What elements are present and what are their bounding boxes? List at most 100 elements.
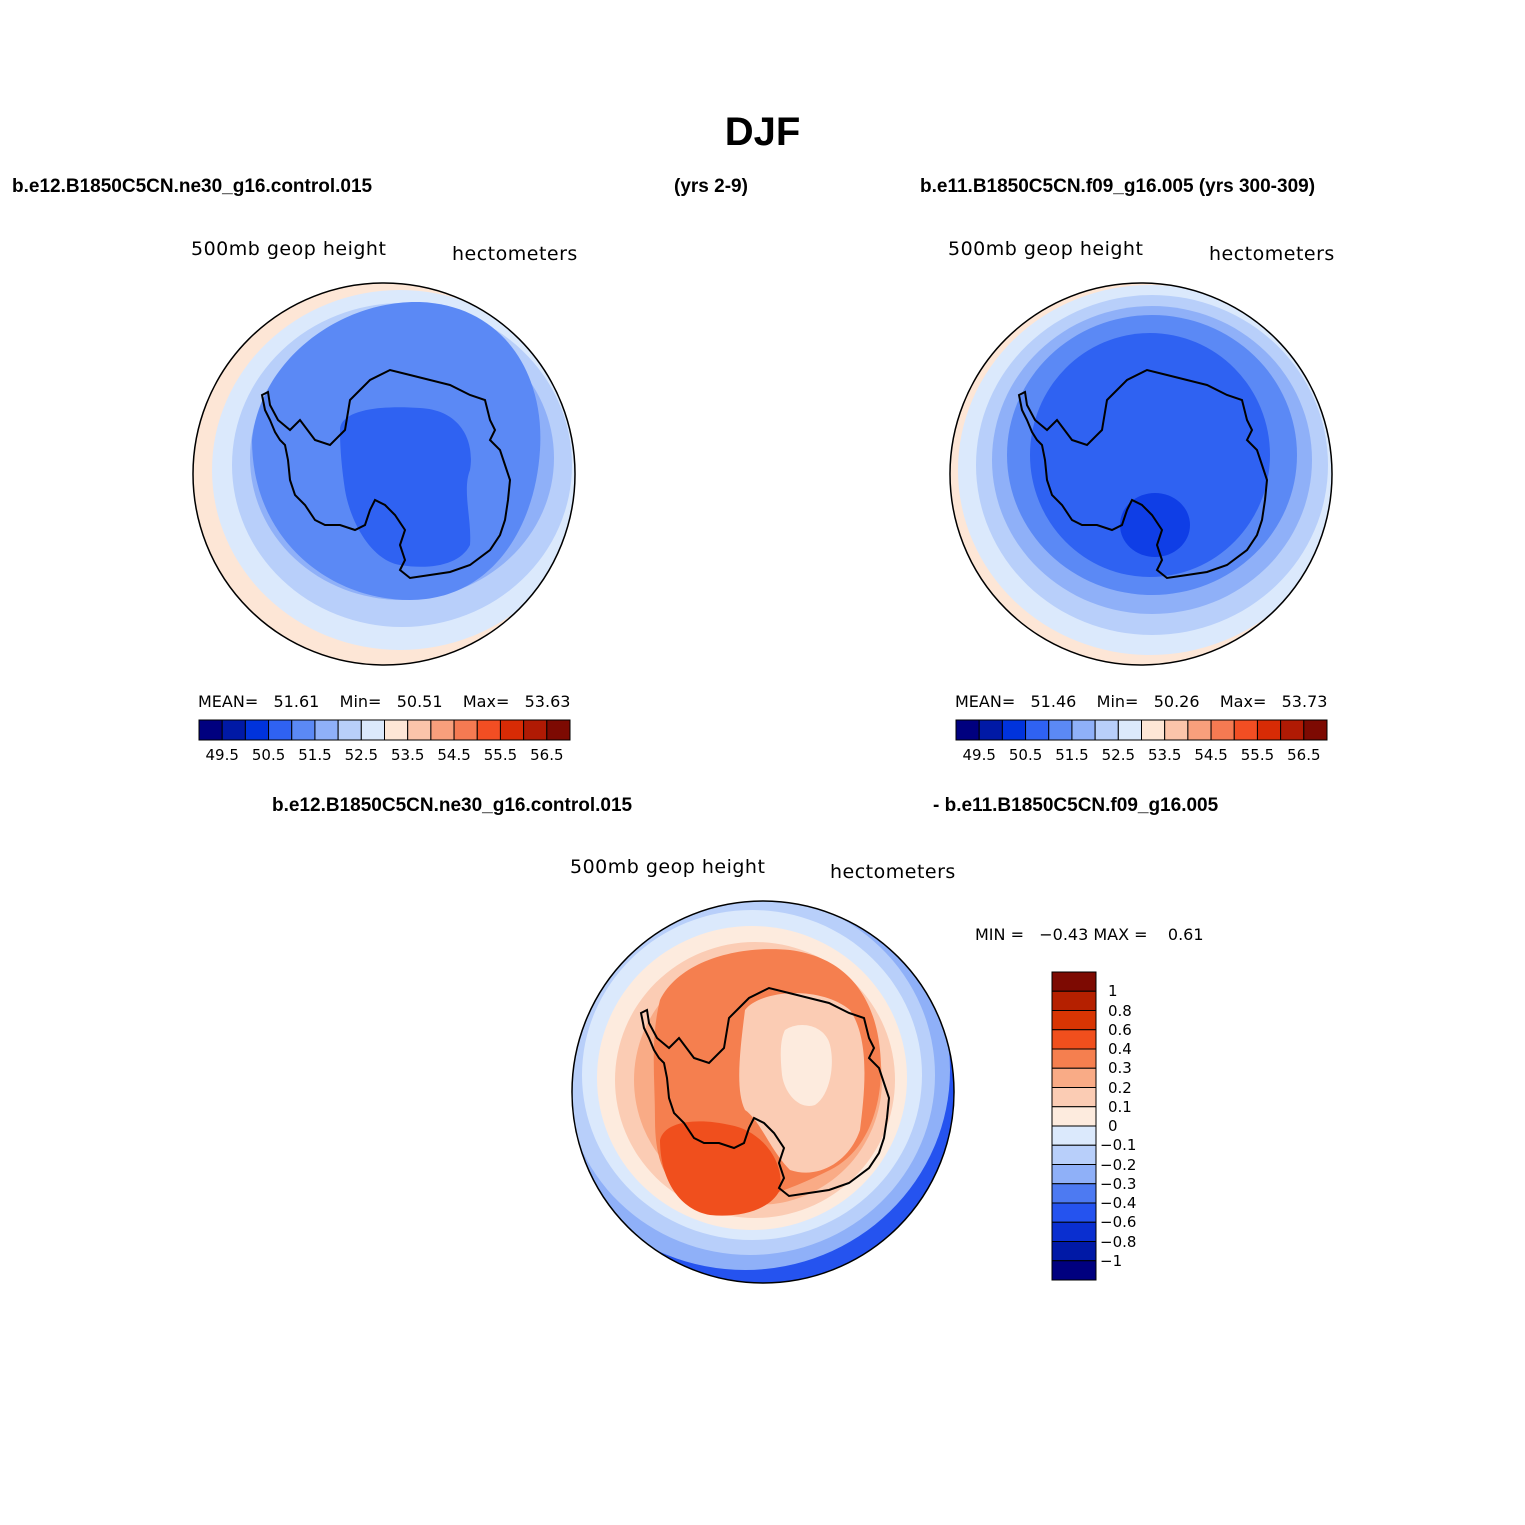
left-colorbar-box xyxy=(546,719,571,741)
left-min-label: Min= xyxy=(339,692,382,711)
difference-colorbar-box xyxy=(1051,1241,1097,1262)
left-case-years: (yrs 2-9) xyxy=(674,176,748,197)
right-colorbar-box xyxy=(1025,719,1050,741)
left-colorbar-tick-label: 49.5 xyxy=(205,746,239,764)
right-mean-value: 51.46 xyxy=(1030,692,1077,711)
left-colorbar-box xyxy=(314,719,339,741)
right-colorbar-box xyxy=(1071,719,1096,741)
left-colorbar-box xyxy=(337,719,362,741)
left-colorbar-box xyxy=(407,719,432,741)
left-colorbar-box xyxy=(291,719,316,741)
right-colorbar-tick-label: 49.5 xyxy=(962,746,996,764)
difference-colorbar-box xyxy=(1051,1067,1097,1088)
left-colorbar-tick-label: 53.5 xyxy=(390,746,425,764)
right-colorbar-box xyxy=(1256,719,1282,741)
right-field-label: 500mb geop height xyxy=(948,238,1144,260)
left-colorbar-box xyxy=(453,719,478,741)
difference-colorbar-tick-label: 0.2 xyxy=(1108,1078,1132,1097)
difference-colorbar-tick-label: −0.6 xyxy=(1100,1213,1137,1232)
right-colorbar-box xyxy=(1210,719,1235,741)
right-colorbar-box xyxy=(1303,719,1328,741)
right-min-label: Min= xyxy=(1096,692,1139,711)
difference-colorbar-box xyxy=(1051,1087,1097,1108)
left-colorbar-tick-label: 54.5 xyxy=(437,746,471,764)
difference-colorbar-box xyxy=(1051,971,1097,992)
difference-colorbar-tick-label: 1 xyxy=(1108,982,1118,1001)
difference-colorbar-box xyxy=(1051,1202,1097,1223)
right-colorbar-box xyxy=(1094,719,1119,741)
right-colorbar-box xyxy=(1187,719,1212,741)
left-units-label: hectometers xyxy=(452,243,578,265)
right-colorbar-tick-label: 52.5 xyxy=(1101,746,1136,764)
right-stats: MEAN= 51.46 Min= 50.26 Max= 53.73 xyxy=(955,692,1327,711)
left-colorbar-tick-label: 56.5 xyxy=(530,746,564,764)
difference-colorbar-tick-label: −0.2 xyxy=(1100,1155,1137,1174)
right-colorbar-tick-label: 54.5 xyxy=(1194,746,1228,764)
right-units-label: hectometers xyxy=(1209,243,1335,265)
right-min-value: 50.26 xyxy=(1153,692,1200,711)
difference-colorbar-tick-label: −0.4 xyxy=(1100,1194,1137,1212)
difference-colorbar-tick-label: 0.1 xyxy=(1108,1097,1132,1116)
left-colorbar-tick-label: 55.5 xyxy=(483,746,518,764)
left-colorbar-box xyxy=(198,719,223,741)
difference-colorbar-tick-label: 0.4 xyxy=(1108,1040,1132,1058)
left-colorbar-box xyxy=(360,719,385,741)
left-colorbar-box xyxy=(384,719,409,741)
right-mean-label: MEAN= xyxy=(955,692,1016,711)
left-stats: MEAN= 51.61 Min= 50.51 Max= 53.63 xyxy=(198,692,570,711)
right-colorbar xyxy=(955,719,1328,741)
left-max-value: 53.63 xyxy=(524,692,571,711)
left-colorbar xyxy=(198,719,571,741)
right-antarctica-coastline xyxy=(1017,368,1269,580)
difference-colorbar-tick-label: 0.6 xyxy=(1108,1020,1132,1039)
difference-colorbar-box xyxy=(1051,1260,1097,1281)
left-colorbar-tick-label: 50.5 xyxy=(251,746,286,764)
left-min-value: 50.51 xyxy=(396,692,443,711)
difference-colorbar-box xyxy=(1051,1221,1097,1242)
right-colorbar-tick-label: 55.5 xyxy=(1240,746,1275,764)
right-colorbar-box xyxy=(1280,719,1305,741)
bottom-case-b: - b.e11.B1850C5CN.f09_g16.005 xyxy=(933,795,1219,816)
left-field-label: 500mb geop height xyxy=(191,238,387,260)
left-colorbar-box xyxy=(430,719,455,741)
difference-colorbar-box xyxy=(1051,1106,1097,1127)
left-colorbar-box xyxy=(221,719,246,741)
figure-title: DJF xyxy=(724,110,801,154)
difference-colorbar-box xyxy=(1051,1048,1097,1069)
right-colorbar-box xyxy=(978,719,1003,741)
left-colorbar-box xyxy=(268,719,293,741)
bottom-antarctica-coastline xyxy=(639,986,891,1198)
left-mean-value: 51.61 xyxy=(273,692,320,711)
left-max-label: Max= xyxy=(462,692,510,711)
left-case-name: b.e12.B1850C5CN.ne30_g16.control.015 xyxy=(12,176,373,197)
right-colorbar-tick-label: 53.5 xyxy=(1147,746,1182,764)
difference-colorbar-box xyxy=(1051,1183,1097,1204)
right-colorbar-labels: 49.5 50.5 51.5 52.5 53.5 54.5 55.5 56.5 xyxy=(956,746,1327,766)
difference-colorbar-tick-label: 0.3 xyxy=(1108,1059,1132,1078)
left-colorbar-box xyxy=(499,719,525,741)
difference-colorbar-tick-label: −1 xyxy=(1100,1251,1123,1270)
difference-colorbar-box xyxy=(1051,1164,1097,1185)
right-colorbar-box xyxy=(1001,719,1027,741)
difference-colorbar-tick-label: 0.8 xyxy=(1108,1001,1132,1020)
bottom-units-label: hectometers xyxy=(830,861,956,883)
difference-colorbar-box xyxy=(1051,1144,1097,1165)
left-colorbar-box xyxy=(523,719,548,741)
difference-colorbar-labels: 1 0.8 0.6 0.4 0.3 0.2 0.1 0 −0.1 −0.2 −0.3 −0.4 −0.6… xyxy=(1100,972,1160,1280)
bottom-case-a: b.e12.B1850C5CN.ne30_g16.control.015 xyxy=(272,795,633,816)
right-colorbar-box xyxy=(1141,719,1166,741)
difference-colorbar-tick-label: −0.8 xyxy=(1100,1232,1137,1251)
right-colorbar-box xyxy=(1048,719,1073,741)
difference-colorbar-tick-label: −0.3 xyxy=(1100,1174,1137,1193)
left-colorbar-tick-label: 52.5 xyxy=(344,746,379,764)
right-colorbar-tick-label: 51.5 xyxy=(1055,746,1089,764)
left-colorbar-tick-label: 51.5 xyxy=(298,746,332,764)
right-case-name: b.e11.B1850C5CN.f09_g16.005 (yrs 300-309… xyxy=(920,176,1316,197)
difference-colorbar-tick-label: −0.1 xyxy=(1100,1136,1137,1155)
right-colorbar-box xyxy=(1164,719,1189,741)
difference-colorbar-box xyxy=(1051,1029,1097,1050)
bottom-minmax: MIN = −0.43 MAX = 0.61 xyxy=(975,925,1204,944)
right-colorbar-tick-label: 56.5 xyxy=(1287,746,1321,764)
right-colorbar-tick-label: 50.5 xyxy=(1008,746,1043,764)
